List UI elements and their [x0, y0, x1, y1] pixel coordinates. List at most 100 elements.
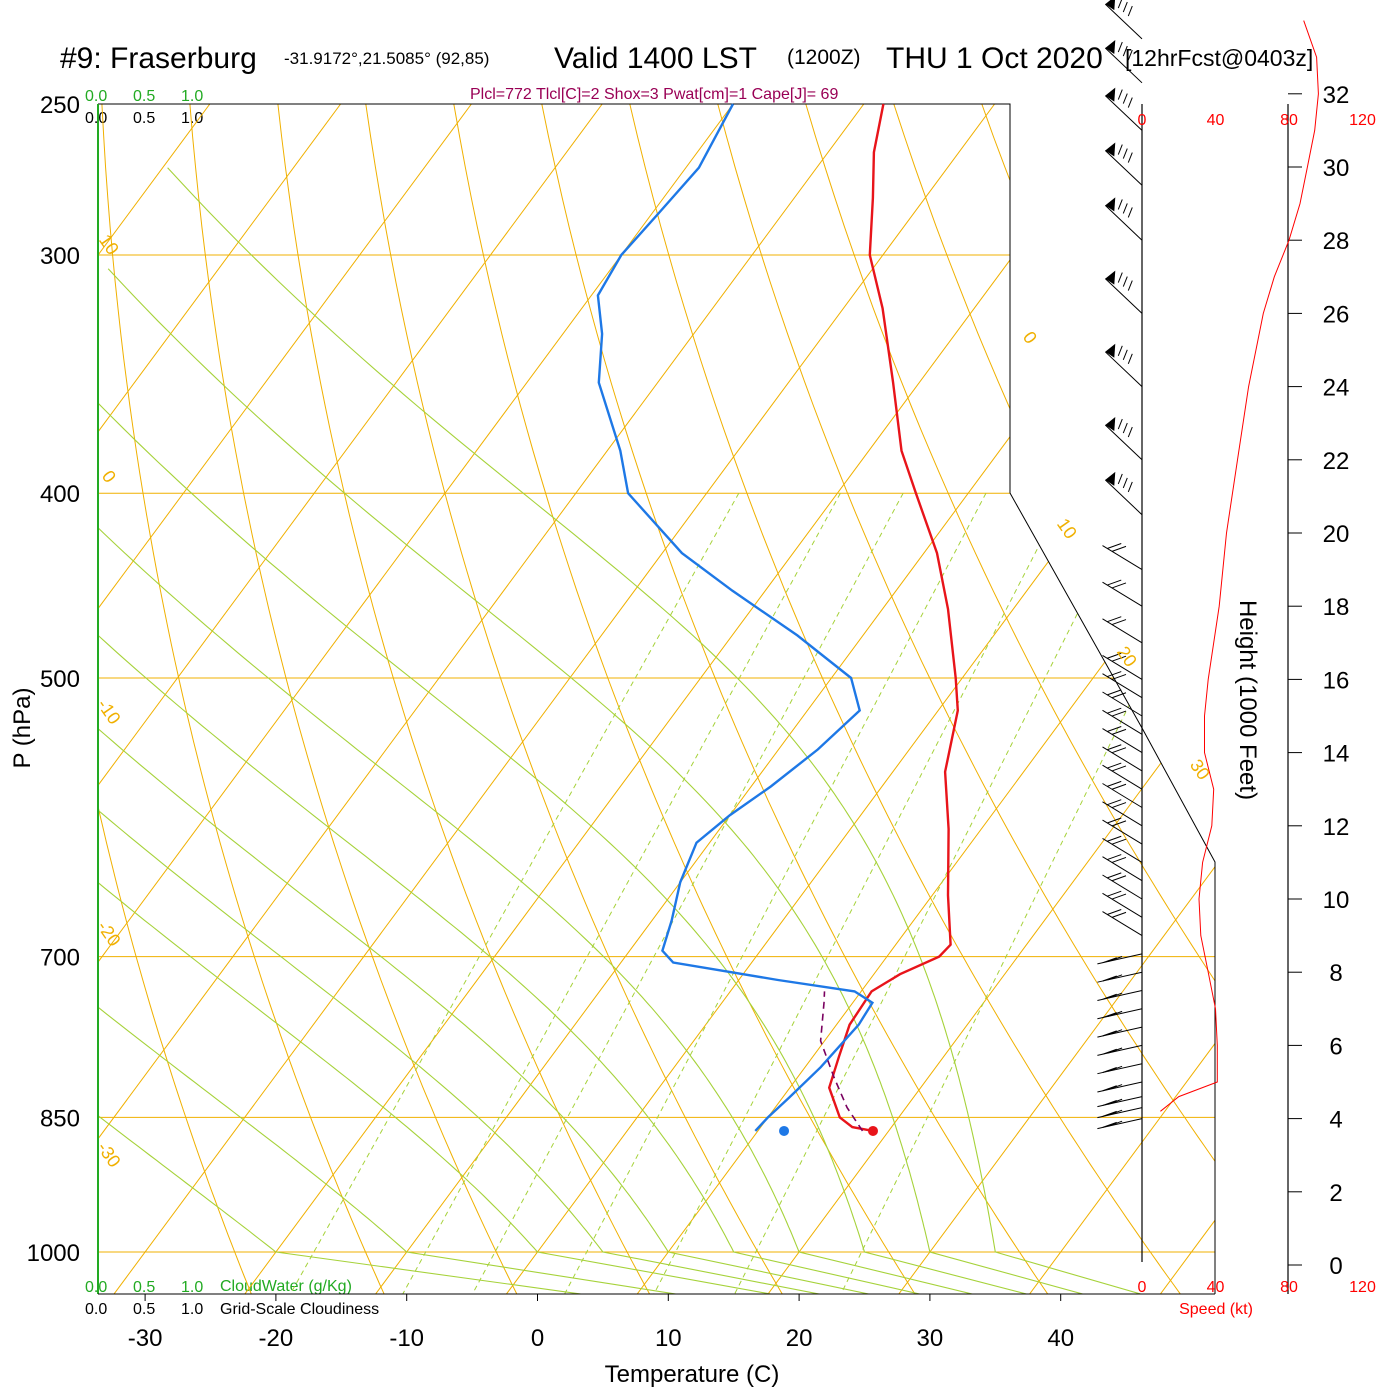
mixing-ratio-line	[650, 492, 1067, 1294]
wind-barb-feather	[1107, 1047, 1123, 1054]
speed-tick-label-bottom: 40	[1207, 1279, 1225, 1296]
wind-speed-profile	[1160, 20, 1319, 1112]
cloud-scale-top-green-0: 0.0	[85, 88, 107, 105]
dry-adiabat	[277, 104, 667, 1294]
moist-adiabat	[107, 268, 1190, 1294]
cloud-scale-top-black-1: 0.5	[133, 110, 155, 127]
speed-tick-label-bottom: 0	[1138, 1279, 1147, 1296]
wind-barb-feather	[1111, 619, 1127, 626]
isotherm	[1007, 104, 1215, 1294]
wind-barb-feather	[1102, 1067, 1117, 1073]
speed-tick-label-top: 80	[1280, 112, 1298, 129]
wind-barb-feather	[1117, 199, 1123, 210]
wind-barb-feather	[1107, 689, 1122, 696]
wind-barb-staff	[1104, 278, 1143, 314]
speed-tick-label-top: 120	[1349, 112, 1376, 129]
height-tick-label: 16	[1323, 667, 1350, 694]
speed-tick-label-bottom: 120	[1349, 1279, 1376, 1296]
height-axis-label: Height (1000 Feet)	[1234, 600, 1261, 800]
wind-barb-feather	[1111, 747, 1127, 754]
dry-adiabat	[981, 104, 1215, 1294]
height-tick-label: 18	[1323, 594, 1350, 621]
wind-barb-feather	[1117, 41, 1123, 53]
wind-barb-feather	[1111, 765, 1127, 772]
speed-tick-label-bottom: 80	[1280, 1279, 1298, 1296]
wind-barb-staff	[1104, 3, 1143, 40]
cloud-scale-top-green-2: 1.0	[181, 88, 203, 105]
wind-barb-feather	[1107, 744, 1122, 751]
wind-barb-feather	[1122, 203, 1128, 214]
wind-barb-feather	[1107, 579, 1122, 586]
cloudiness-label: Grid-Scale Cloudiness	[220, 1301, 379, 1318]
height-tick-label: 26	[1323, 301, 1350, 328]
wind-barb-feather	[1122, 477, 1128, 489]
isotherm-label: 20	[1113, 643, 1141, 671]
dry-adiabat	[541, 104, 1069, 1294]
dry-adiabat	[98, 104, 264, 1294]
cloud-scale-bottom-green-1: 0.5	[133, 1279, 155, 1296]
wind-barb-feather	[1102, 1048, 1117, 1055]
height-tick-label: 32	[1323, 82, 1350, 109]
valid-date: THU 1 Oct 2020	[886, 42, 1103, 75]
wind-barb-feather	[1107, 909, 1122, 915]
isotherm	[98, 104, 603, 1294]
dry-adiabat	[189, 104, 533, 1294]
temperature-tick-label: 0	[531, 1325, 544, 1352]
cloud-scale-top: 0.0 0.5 1.0 0.0 0.5 1.0	[85, 88, 203, 127]
wind-barb-feather	[1107, 1120, 1123, 1127]
wind-barb-feather	[1127, 49, 1133, 61]
wind-barb-feather	[1127, 426, 1133, 438]
wind-barb-feather	[1102, 1121, 1117, 1128]
wind-barb-pennant	[1105, 270, 1116, 285]
wind-barb-staff	[1102, 874, 1143, 900]
wind-barb-feather	[1111, 783, 1127, 790]
height-tick-label: 20	[1323, 521, 1350, 548]
isotherm	[222, 104, 1126, 1294]
isotherm	[484, 104, 1215, 1294]
wind-barb-pennant	[1105, 87, 1116, 102]
pressure-tick-label: 250	[40, 92, 80, 119]
wind-barb-staff	[1102, 545, 1143, 571]
height-tick-label: 30	[1323, 155, 1350, 182]
dry-adiabat	[365, 104, 801, 1294]
wind-barb-staff	[1102, 654, 1143, 680]
wind-barb-staff	[1102, 911, 1143, 937]
wind-barb-feather	[1122, 148, 1128, 159]
wind-barb-feather	[1102, 1030, 1117, 1037]
wind-barb-staff	[1102, 691, 1143, 717]
wind-barb-staff	[1102, 837, 1143, 863]
wind-barb-feather	[1117, 418, 1123, 430]
wind-barb-feather	[1107, 872, 1122, 879]
wind-barb-feather	[1107, 726, 1122, 732]
moist-adiabat	[98, 778, 794, 1294]
wind-barb-staff	[1104, 351, 1143, 387]
mixing-ratio-line	[286, 492, 740, 1294]
temperature-tick-label: 30	[917, 1325, 944, 1352]
moist-adiabat	[98, 417, 1094, 1294]
wind-barb-feather	[1107, 992, 1123, 999]
wind-barb-staff	[1104, 479, 1143, 516]
wind-barb-staff	[1102, 764, 1143, 790]
cloudwater-label: CloudWater (g/Kg)	[220, 1278, 352, 1295]
cloud-scale-top-black-2: 1.0	[181, 110, 203, 127]
mixing-ratio-line	[837, 492, 1215, 1294]
speed-tick-label-top: 0	[1138, 112, 1147, 129]
dry-adiabat	[1334, 104, 1400, 1323]
wind-barb-feather	[1107, 854, 1122, 861]
wind-barb-feather	[1111, 911, 1127, 918]
dry-adiabat	[1157, 104, 1215, 1294]
wind-barb-feather	[1127, 481, 1133, 493]
moist-adiabat	[98, 482, 1050, 1294]
dry-adiabat	[453, 104, 935, 1294]
height-tick-label: 28	[1323, 228, 1350, 255]
wind-barb-feather	[1117, 0, 1123, 9]
station-coords: -31.9172°,21.5085° (92,85)	[284, 49, 489, 68]
speed-axis-label: Speed (kt)	[1179, 1301, 1253, 1318]
y-axis-label: P (hPa)	[9, 688, 36, 769]
wind-barb-feather	[1107, 1010, 1123, 1017]
height-tick-label: 22	[1323, 448, 1350, 475]
wind-barb-feather	[1122, 93, 1128, 104]
forecast-label: [12hrFcst@0403z]	[1125, 45, 1313, 71]
wind-barb-feather	[1107, 1109, 1123, 1116]
temperature-surface-marker	[867, 1125, 878, 1136]
